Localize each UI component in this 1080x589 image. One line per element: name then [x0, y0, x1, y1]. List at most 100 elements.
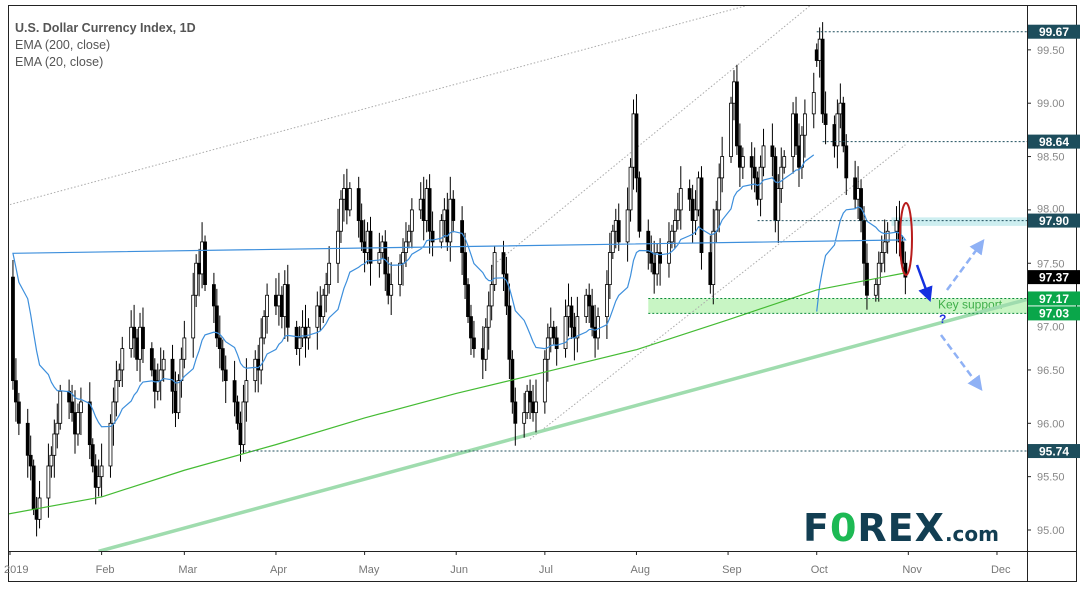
candle [277, 272, 281, 326]
candle-body [377, 252, 382, 264]
candle-body [418, 198, 423, 211]
candle [152, 358, 157, 409]
price-label-box-99.67 [1028, 24, 1080, 39]
candle-body [321, 294, 326, 318]
candle [752, 147, 757, 193]
price-label-box-97.17 [1028, 291, 1080, 306]
candle-body [525, 390, 530, 414]
candle-body [593, 326, 597, 339]
candle-body [486, 305, 491, 328]
candle [800, 126, 804, 179]
candle [28, 435, 33, 481]
y-tick-label: 95.00 [1037, 525, 1065, 537]
candle-body [214, 305, 219, 339]
candle [439, 214, 444, 249]
candle-body [253, 358, 258, 382]
candle-body [820, 38, 825, 115]
candle-body [696, 177, 701, 211]
candle [693, 190, 698, 235]
candle-body [179, 358, 184, 382]
candle [421, 176, 426, 241]
candle [220, 339, 225, 382]
candle [76, 403, 80, 446]
candle [279, 286, 284, 329]
y-tick-label: 95.50 [1037, 472, 1065, 484]
candles [11, 22, 908, 537]
candle-body [675, 209, 680, 221]
x-tick-label: Apr [270, 564, 287, 576]
candle [132, 304, 137, 358]
candle [327, 246, 332, 294]
candle [797, 123, 801, 187]
candle-body [409, 209, 414, 232]
x-tick-label: Jun [450, 564, 468, 576]
candle [58, 384, 63, 430]
candle [427, 174, 432, 254]
x-tick-label: Oct [811, 564, 828, 576]
candle-body [735, 81, 739, 147]
candle-body [708, 252, 713, 285]
candle-body [832, 124, 837, 147]
candle [141, 307, 145, 364]
candle [794, 96, 798, 155]
candle [466, 278, 470, 324]
candle [359, 203, 364, 251]
candle [339, 190, 343, 243]
candle [336, 208, 340, 283]
candle [779, 147, 784, 203]
candle-body [717, 177, 722, 211]
candle [241, 384, 246, 454]
x-tick-label: Jul [539, 564, 553, 576]
candle-body [194, 262, 199, 296]
candle [844, 134, 849, 195]
candle [149, 342, 154, 377]
y-tick-label: 98.50 [1037, 152, 1065, 164]
candle [217, 315, 222, 369]
candle-body [575, 316, 580, 339]
candle [717, 163, 722, 233]
candle-body [347, 188, 352, 211]
candle-body [90, 444, 95, 467]
candle-body [49, 454, 54, 467]
chart-title: U.S. Dollar Currency Index, 1D [15, 21, 196, 35]
y-tick-label: 96.50 [1037, 365, 1065, 377]
candle-body [814, 49, 819, 61]
ema200-line [8, 272, 906, 515]
candle [737, 123, 742, 187]
candle-body [445, 209, 450, 243]
candle-body [729, 102, 733, 157]
candle-body [749, 156, 754, 168]
candle [510, 350, 515, 414]
y-tick-label: 99.50 [1037, 45, 1065, 57]
candle-body [572, 326, 577, 339]
candle-body [531, 401, 535, 414]
candle-body [141, 326, 145, 350]
candle-body [752, 166, 757, 179]
candle-body [463, 252, 467, 285]
candle [182, 320, 187, 369]
candle [52, 419, 57, 478]
candle-body [120, 348, 125, 371]
candle-body [87, 401, 92, 446]
candle [480, 326, 485, 380]
candle [613, 208, 618, 249]
candle [424, 179, 429, 233]
candle [551, 320, 556, 345]
candle [504, 256, 509, 315]
y-tick-label: 97.00 [1037, 321, 1065, 333]
candle-body [631, 113, 636, 168]
candle [49, 446, 54, 478]
candle-body [149, 348, 154, 371]
candle [770, 123, 775, 177]
candle-body [856, 188, 860, 200]
candle-body [835, 113, 840, 147]
candle-body [548, 326, 553, 339]
candle-body [318, 305, 323, 317]
candle-body [492, 252, 497, 285]
trendline-1 [491, 5, 812, 267]
candle [31, 459, 36, 516]
candle [859, 179, 863, 233]
candle-body [655, 252, 660, 275]
candle [25, 408, 30, 478]
